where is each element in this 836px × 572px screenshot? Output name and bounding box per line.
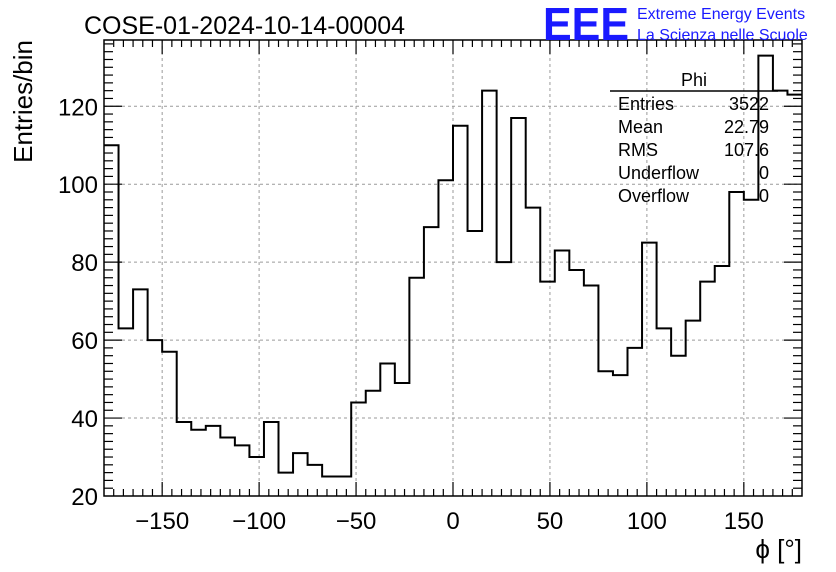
stats-label: Entries xyxy=(618,94,674,114)
y-axis-label: Entries/bin xyxy=(8,40,38,163)
grid xyxy=(104,40,802,496)
y-tick-label: 80 xyxy=(71,250,98,277)
stats-value: 3522 xyxy=(729,94,769,114)
x-tick-label: −150 xyxy=(135,508,189,535)
x-tick-labels: −150 −100 −50 0 50 100 150 xyxy=(135,508,764,535)
run-title: COSE-01-2024-10-14-00004 xyxy=(84,12,405,40)
x-tick-label: 150 xyxy=(724,508,764,535)
stats-label: Overflow xyxy=(618,186,690,206)
x-tick-label: −50 xyxy=(336,508,377,535)
axis-ticks xyxy=(104,40,802,496)
y-tick-label: 120 xyxy=(58,94,98,121)
stats-value: 107.6 xyxy=(724,140,769,160)
histogram-line xyxy=(104,54,802,478)
logo-line2: La Scienza nelle Scuole xyxy=(637,27,808,44)
stats-value: 0 xyxy=(759,186,769,206)
stats-label: Underflow xyxy=(618,163,700,183)
y-tick-label: 40 xyxy=(71,406,98,433)
y-tick-label: 60 xyxy=(71,328,98,355)
x-tick-label: 100 xyxy=(627,508,667,535)
x-tick-label: −100 xyxy=(232,508,286,535)
x-tick-label: 50 xyxy=(537,508,564,535)
y-tick-labels: 20 40 60 80 100 120 xyxy=(58,94,98,511)
stats-label: RMS xyxy=(618,140,658,160)
stats-label: Mean xyxy=(618,117,663,137)
y-tick-label: 100 xyxy=(58,172,98,199)
eee-logo: EEE xyxy=(543,0,629,50)
x-tick-label: 0 xyxy=(446,508,459,535)
stats-value: 0 xyxy=(759,163,769,183)
logo-line1: Extreme Energy Events xyxy=(637,6,805,23)
stats-value: 22.79 xyxy=(724,117,769,137)
stats-title: Phi xyxy=(681,70,707,90)
x-axis-label: ϕ [°] xyxy=(755,534,802,564)
y-tick-label: 20 xyxy=(71,484,98,511)
stats-box: Phi Entries 3522 Mean 22.79 RMS 107.6 Underflo… xyxy=(610,70,778,206)
stats-rows: Entries 3522 Mean 22.79 RMS 107.6 Underflow 0 Ov… xyxy=(618,94,769,206)
